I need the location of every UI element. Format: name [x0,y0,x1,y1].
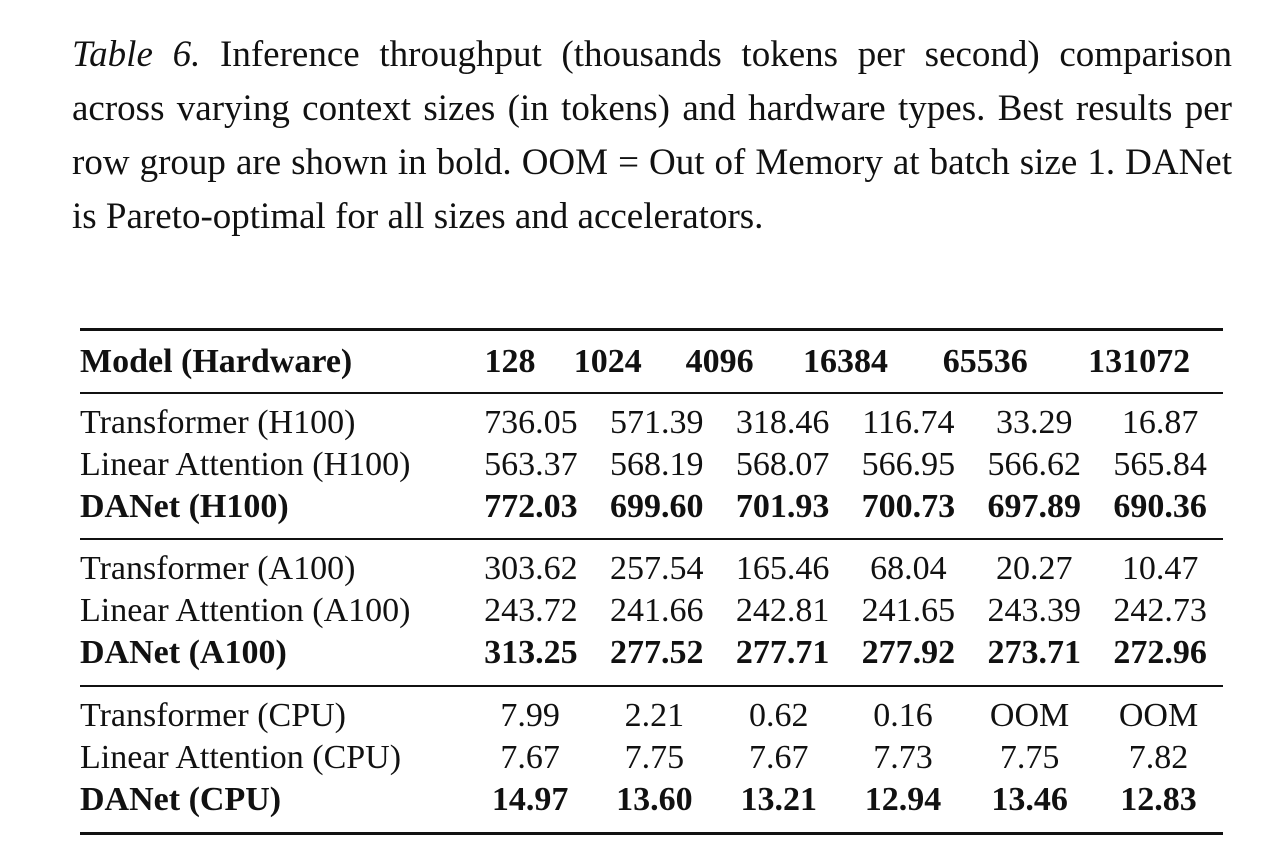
cell: 20.27 [995,550,1073,587]
row-model: Transformer (CPU) [80,697,347,734]
cell: 0.16 [873,697,933,734]
cell: 16.87 [1121,404,1199,441]
cell: 772.03 [484,488,578,525]
cell: 7.67 [748,739,809,776]
cell: 242.81 [735,592,830,629]
table-group-cpu: Transformer (CPU) 7.99 2.21 0.62 0.16 OO… [80,695,1223,821]
cell: 318.46 [735,404,830,441]
cell: 700.73 [861,488,956,525]
header-rule [80,392,1223,394]
cell: 13.60 [616,781,693,818]
table-row: Linear Attention (CPU) 7.67 7.75 7.67 7.… [80,737,1223,779]
table-header: Model (Hardware) 128 1024 4096 16384 655… [80,331,1223,393]
cell: 701.93 [735,488,830,525]
cell: 2.21 [624,697,685,734]
cell: 7.75 [999,739,1060,776]
cell: 7.82 [1128,739,1189,776]
cell: 563.37 [484,446,578,483]
header-col-65536: 65536 [942,343,1028,380]
cell: 277.71 [735,634,830,671]
cell: 277.52 [609,634,704,671]
cell: 241.65 [861,592,956,629]
row-model: Linear Attention (A100) [80,592,411,629]
caption-label: Table 6. [72,34,201,75]
cell: 566.62 [987,446,1081,483]
cell: OOM [1118,697,1199,734]
table-row: Linear Attention (H100) 563.37 568.19 56… [80,444,1223,486]
group-rule [80,685,1223,687]
table-group-a100: Transformer (A100) 303.62 257.54 165.46 … [80,548,1223,674]
bottom-rule [80,832,1223,835]
cell: 303.62 [484,550,578,587]
table-row-best: DANet (CPU) 14.97 13.60 13.21 12.94 13.4… [80,779,1223,821]
header-row: Model (Hardware) 128 1024 4096 16384 655… [80,331,1223,393]
table-row: Transformer (A100) 303.62 257.54 165.46 … [80,548,1223,590]
header-model: Model (Hardware) [80,343,353,380]
header-col-128: 128 [484,343,536,380]
top-rule [80,328,1223,331]
table-row-best: DANet (H100) 772.03 699.60 701.93 700.73… [80,486,1223,528]
row-model: Transformer (H100) [80,404,356,441]
table-caption: Table 6. Inference throughput (thousands… [72,28,1232,244]
cell: 7.73 [873,739,933,776]
cell: 257.54 [609,550,704,587]
cell: OOM [989,697,1070,734]
cell: 33.29 [995,404,1073,441]
cell: 566.95 [861,446,956,483]
header-col-4096: 4096 [685,343,754,380]
cell: 568.19 [609,446,704,483]
cell: 68.04 [870,550,947,587]
row-model: Linear Attention (CPU) [80,739,402,776]
cell: 10.47 [1121,550,1199,587]
header-col-131072: 131072 [1088,343,1191,380]
cell: 7.75 [624,739,685,776]
table-row: Linear Attention (A100) 243.72 241.66 24… [80,590,1223,632]
cell: 242.73 [1113,592,1207,629]
table-row: Transformer (H100) 736.05 571.39 318.46 … [80,402,1223,444]
cell: 690.36 [1113,488,1207,525]
table-row-best: DANet (A100) 313.25 277.52 277.71 277.92… [80,632,1223,674]
cell: 277.92 [861,634,956,671]
row-model: DANet (A100) [80,634,287,671]
cell: 697.89 [987,488,1081,525]
row-model: Linear Attention (H100) [80,446,411,483]
cell: 313.25 [484,634,578,671]
cell: 736.05 [484,404,578,441]
cell: 272.96 [1113,634,1207,671]
row-model: Transformer (A100) [80,550,356,587]
cell: 568.07 [735,446,830,483]
cell: 13.21 [740,781,817,818]
row-model: DANet (CPU) [80,781,282,818]
cell: 241.66 [609,592,704,629]
cell: 116.74 [862,404,955,441]
cell: 12.83 [1120,781,1197,818]
cell: 0.62 [748,697,809,734]
caption-text: Inference throughput (thousands tokens p… [72,34,1233,237]
cell: 565.84 [1113,446,1207,483]
cell: 571.39 [609,404,704,441]
cell: 13.46 [991,781,1068,818]
header-col-1024: 1024 [573,343,642,380]
cell: 243.39 [987,592,1081,629]
cell: 14.97 [491,781,569,818]
cell: 273.71 [987,634,1081,671]
cell: 165.46 [735,550,830,587]
cell: 699.60 [609,488,704,525]
cell: 243.72 [484,592,578,629]
cell: 12.94 [864,781,942,818]
header-col-16384: 16384 [802,343,888,380]
cell: 7.99 [500,697,560,734]
group-rule [80,538,1223,540]
cell: 7.67 [500,739,560,776]
row-model: DANet (H100) [80,488,289,525]
table-group-h100: Transformer (H100) 736.05 571.39 318.46 … [80,402,1223,528]
table-row: Transformer (CPU) 7.99 2.21 0.62 0.16 OO… [80,695,1223,737]
